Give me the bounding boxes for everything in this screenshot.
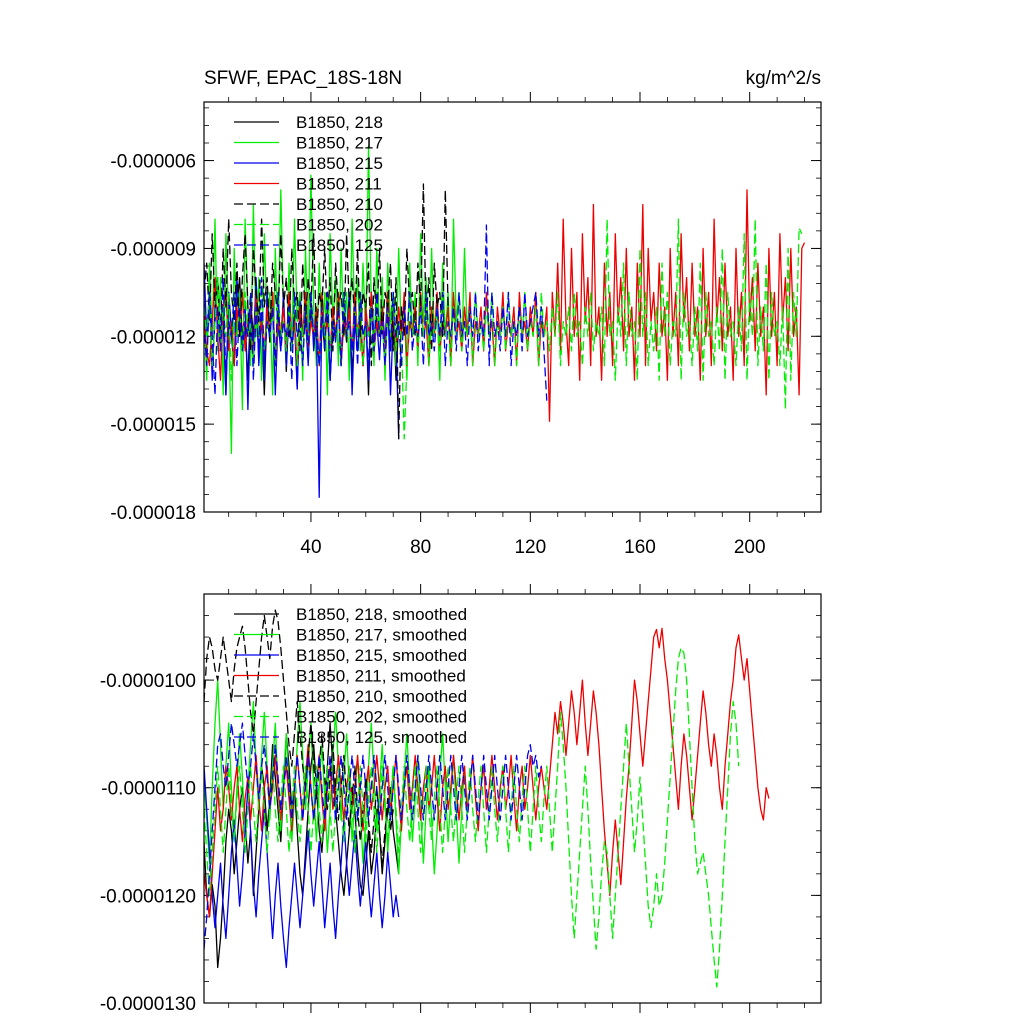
bottom-panel-axes: -0.0000130 -0.0000120 -0.0000110 -0.0000100 xyxy=(100,584,821,1015)
bottom-legend-label: B1850, 210, smoothed xyxy=(296,687,467,706)
bottom-series-line xyxy=(204,609,394,864)
bottom-series-line xyxy=(204,722,542,950)
bottom-ytick-label: -0.0000100 xyxy=(100,671,196,692)
top-panel-series xyxy=(204,145,806,499)
bottom-legend-label: B1850, 218, smoothed xyxy=(296,605,467,624)
top-ytick-label: -0.000012 xyxy=(110,327,196,348)
top-series-line xyxy=(204,218,803,440)
top-ytick-label: -0.000015 xyxy=(110,415,196,436)
top-legend-label: B1850, 217 xyxy=(296,134,383,153)
top-xtick-label: 200 xyxy=(734,537,766,558)
bottom-panel: -0.0000130 -0.0000120 -0.0000110 -0.0000100… xyxy=(100,584,822,1015)
top-series-line xyxy=(204,183,449,440)
top-legend-label: B1850, 210 xyxy=(296,195,383,214)
bottom-legend-label: B1850, 217, smoothed xyxy=(296,626,467,645)
top-ytick-label: -0.000006 xyxy=(110,152,196,173)
top-xtick-label: 80 xyxy=(410,537,431,558)
top-xtick-label: 160 xyxy=(624,537,656,558)
top-panel: SFWF, EPAC_18S-18N kg/m^2/s -0.000018-0.… xyxy=(110,68,822,558)
top-panel-title: SFWF, EPAC_18S-18N xyxy=(204,68,402,89)
bottom-ytick-label: -0.0000120 xyxy=(100,886,196,907)
bottom-panel-frame xyxy=(203,593,822,1004)
bottom-ytick-label: -0.0000130 xyxy=(100,994,196,1015)
top-xtick-label: 120 xyxy=(514,537,546,558)
top-series-line xyxy=(204,224,548,401)
bottom-series-line xyxy=(204,766,400,969)
bottom-panel-legend: B1850, 218, smoothed B1850, 217, smoothed… xyxy=(234,605,467,747)
top-legend-label: B1850, 202 xyxy=(296,216,383,235)
top-legend-label: B1850, 218 xyxy=(296,113,383,132)
top-legend-label: B1850, 125 xyxy=(296,236,383,255)
top-legend-label: B1850, 215 xyxy=(296,154,383,173)
top-ytick-label: -0.000009 xyxy=(110,239,196,260)
bottom-legend-label: B1850, 211, smoothed xyxy=(296,667,466,686)
top-panel-units: kg/m^2/s xyxy=(746,68,821,89)
top-panel-frame xyxy=(203,101,822,513)
top-xtick-label: 40 xyxy=(300,537,321,558)
top-legend-label: B1850, 211 xyxy=(296,175,382,194)
top-panel-axes: -0.000018 -0.000015 -0.000012 -0.000009 -0.0… xyxy=(110,92,821,558)
bottom-ytick-label: -0.0000110 xyxy=(101,779,196,800)
bottom-legend-label: B1850, 125, smoothed xyxy=(296,728,467,747)
bottom-series-line xyxy=(204,647,740,988)
bottom-legend-label: B1850, 202, smoothed xyxy=(296,708,467,727)
bottom-legend-label: B1850, 215, smoothed xyxy=(296,646,467,665)
bottom-panel-series xyxy=(204,609,770,988)
top-ytick-label: -0.000018 xyxy=(110,503,196,524)
